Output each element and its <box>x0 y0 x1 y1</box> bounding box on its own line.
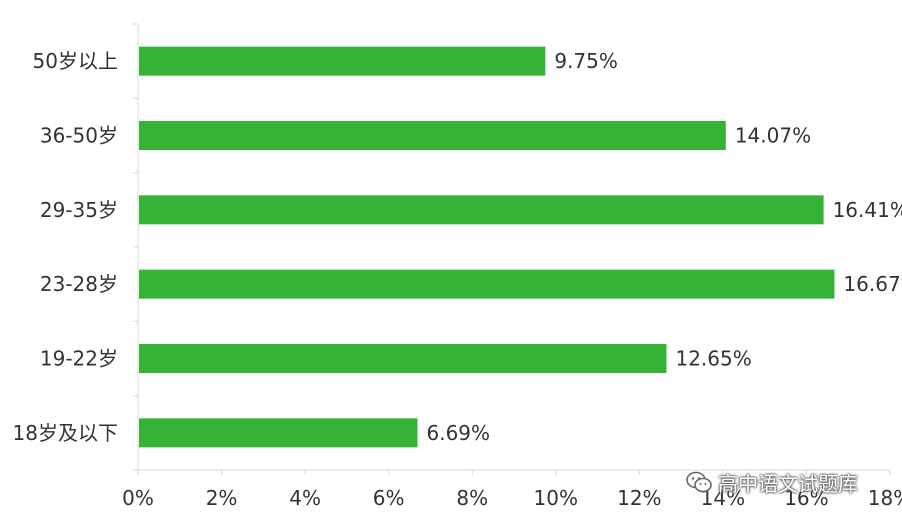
category-label: 29-35岁 <box>40 198 118 222</box>
wechat-icon <box>686 471 712 493</box>
data-label: 14.07% <box>735 124 811 148</box>
category-label: 23-28岁 <box>40 272 118 296</box>
x-tick-label: 0% <box>122 486 154 510</box>
bar <box>139 121 726 150</box>
x-tick-label: 6% <box>373 486 405 510</box>
category-label: 19-22岁 <box>40 347 118 371</box>
x-tick-label: 12% <box>617 486 661 510</box>
watermark: 高中语文试题库 <box>686 468 858 496</box>
data-label: 9.75% <box>554 49 618 73</box>
x-tick-label: 4% <box>289 486 321 510</box>
category-label: 18岁及以下 <box>13 421 118 445</box>
data-label: 16.41% <box>833 198 902 222</box>
bar <box>139 46 546 76</box>
data-label: 6.69% <box>426 421 490 445</box>
x-tick-label: 18% <box>868 486 902 510</box>
watermark-text: 高中语文试题库 <box>718 471 858 496</box>
bar <box>139 195 824 225</box>
x-tick-label: 10% <box>534 486 578 510</box>
category-label: 50岁以上 <box>33 49 118 73</box>
category-label: 36-50岁 <box>40 124 118 148</box>
bar <box>139 269 835 299</box>
x-tick-label: 8% <box>456 486 488 510</box>
data-label: 12.65% <box>675 347 751 371</box>
bar <box>139 418 418 448</box>
bar <box>139 344 667 373</box>
data-label: 16.67% <box>843 272 902 296</box>
x-tick-label: 2% <box>206 486 238 510</box>
x-tick-label: 16% <box>784 486 828 510</box>
